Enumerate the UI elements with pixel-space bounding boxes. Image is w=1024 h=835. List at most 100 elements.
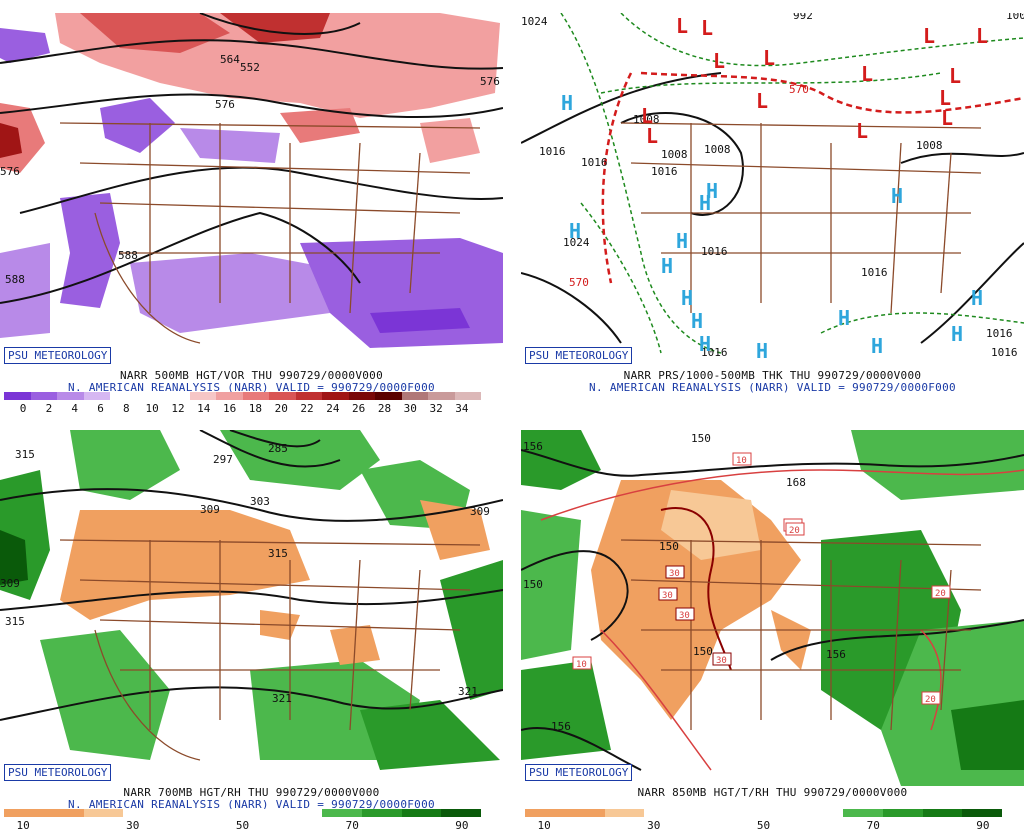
- caption-valid: N. AMERICAN REANALYSIS (NARR) VALID = 99…: [589, 381, 956, 394]
- colorbar-tick-label: 30: [403, 402, 417, 415]
- colorbar-swatch: [123, 809, 163, 817]
- isobar-label: 1016: [581, 156, 608, 169]
- contour-label: 321: [272, 692, 292, 705]
- colorbar-labels: 0 2 4 6 8 10 12 14 16 18 20 22 24 26 28 30 32 34: [4, 402, 481, 415]
- high-pressure-marker: H: [706, 179, 718, 203]
- colorbar-labels: 10 30 50 70 90: [4, 819, 481, 832]
- contour-label: 156: [551, 720, 571, 733]
- colorbar-swatch: [163, 809, 203, 817]
- colorbar-swatch: [401, 392, 428, 400]
- colorbar-rh: [4, 809, 481, 817]
- map-700mb-rh: 315 309 303 309 315 309 315 321 321 297 …: [0, 430, 503, 786]
- caption-valid: N. AMERICAN REANALYSIS (NARR) VALID = 99…: [68, 381, 435, 394]
- colorbar-swatch: [83, 392, 110, 400]
- colorbar-swatch: [163, 392, 190, 400]
- colorbar-tick-label: 10: [537, 819, 551, 832]
- isobar-label: 1016: [861, 266, 888, 279]
- contour-label: 588: [5, 273, 25, 286]
- temperature-label: 10: [576, 660, 587, 670]
- colorbar-tick-label: 14: [197, 402, 211, 415]
- contour-label: 576: [0, 165, 20, 178]
- high-pressure-marker: H: [661, 254, 673, 278]
- colorbar-swatch: [684, 809, 724, 817]
- colorbar-swatch: [322, 809, 362, 817]
- map-surface-pressure: 1024 992 1008 1016 1016 1024 1008 1008 1…: [521, 13, 1024, 369]
- low-pressure-marker: L: [861, 62, 873, 86]
- psu-branding: PSU METEOROLOGY: [525, 764, 633, 781]
- colorbar-swatch: [43, 809, 84, 817]
- contour-label: 564: [220, 53, 240, 66]
- colorbar-tick-label: 28: [377, 402, 392, 415]
- high-pressure-marker: H: [681, 286, 693, 310]
- high-pressure-marker: H: [891, 184, 903, 208]
- colorbar-tick-label: 24: [326, 402, 340, 415]
- colorbar-swatch: [4, 809, 44, 817]
- caption-product: NARR 500MB HGT/VOR THU 990729/0000V000: [119, 369, 384, 382]
- colorbar-swatch: [269, 392, 296, 400]
- psu-branding: PSU METEOROLOGY: [525, 347, 633, 364]
- colorbar-tick-label: 26: [352, 402, 366, 415]
- isobar-label: 1016: [986, 327, 1013, 340]
- colorbar-tick-label: 90: [455, 819, 469, 832]
- high-pressure-marker: H: [951, 322, 963, 346]
- colorbar-tick-label: 30: [126, 819, 140, 832]
- colorbar-swatch: [295, 392, 322, 400]
- temperature-label: 30: [669, 569, 680, 579]
- caption-product: NARR 850MB HGT/T/RH THU 990729/0000V000: [637, 786, 908, 799]
- isobar-label: 1008: [704, 143, 731, 156]
- map-850mb-rh: 156 150 150 150 156 156 168 150 10 20 30…: [521, 430, 1024, 786]
- high-pressure-marker: H: [871, 334, 883, 358]
- high-pressure-marker: H: [676, 229, 688, 253]
- colorbar-rh: [525, 809, 1002, 817]
- colorbar-tick-label: 90: [976, 819, 990, 832]
- high-pressure-marker: H: [699, 332, 711, 356]
- contour-label: 150: [693, 645, 713, 658]
- colorbar-tick-label: 70: [866, 819, 880, 832]
- colorbar-swatch: [428, 392, 455, 400]
- contour-label: 168: [786, 476, 806, 489]
- contour-label: 297: [213, 453, 233, 466]
- colorbar-tick-label: 18: [248, 402, 263, 415]
- contour-label: 156: [523, 440, 543, 453]
- colorbar-swatch: [189, 392, 216, 400]
- contour-label: 315: [5, 615, 25, 628]
- contour-label: 576: [215, 98, 235, 111]
- contour-label: 309: [200, 503, 220, 516]
- contour-label: 315: [15, 448, 35, 461]
- caption-product: NARR PRS/1000-500MB THK THU 990729/0000V…: [623, 369, 922, 382]
- colorbar-tick-label: 20: [274, 402, 288, 415]
- contour-label: 285: [268, 442, 288, 455]
- high-pressure-marker: H: [838, 306, 850, 330]
- colorbar-tick-label: 50: [756, 819, 771, 832]
- colorbar-swatch: [803, 809, 843, 817]
- isobar-label: 992: [793, 13, 813, 22]
- panel-500mb-vorticity: 552 564 576 576 588 576 588 PSU METEOROL…: [0, 13, 503, 418]
- low-pressure-marker: L: [713, 49, 725, 73]
- colorbar-tick-label: 4: [71, 402, 79, 415]
- isobar-label: 1016: [701, 245, 728, 258]
- colorbar-vorticity: [4, 392, 481, 400]
- colorbar-swatch: [375, 392, 402, 400]
- colorbar-labels: 10 30 50 70 90: [525, 819, 1002, 832]
- isobar-label: 1008: [661, 148, 688, 161]
- temperature-label: 20: [935, 589, 946, 599]
- colorbar-swatch: [4, 392, 31, 400]
- temperature-label: 30: [716, 656, 727, 666]
- contour-label: 150: [659, 540, 679, 553]
- colorbar-tick-label: 10: [145, 402, 159, 415]
- colorbar-swatch: [110, 392, 137, 400]
- panel-700mb-rh: 315 309 303 309 315 309 315 321 321 297 …: [0, 430, 503, 835]
- colorbar-tick-label: 16: [222, 402, 237, 415]
- colorbar-tick-label: 32: [429, 402, 443, 415]
- panel-850mb-rh: 156 150 150 150 156 156 168 150 10 20 30…: [521, 430, 1024, 835]
- colorbar-swatch: [882, 809, 923, 817]
- map-500mb-vorticity: 552 564 576 576 588 576 588: [0, 13, 503, 369]
- low-pressure-marker: L: [856, 119, 868, 143]
- high-pressure-marker: H: [971, 286, 983, 310]
- contour-label: 150: [691, 432, 711, 445]
- high-pressure-marker: H: [756, 339, 768, 363]
- colorbar-swatch: [723, 809, 764, 817]
- colorbar-swatch: [242, 809, 283, 817]
- colorbar-swatch: [564, 809, 605, 817]
- colorbar-tick-label: 22: [300, 402, 314, 415]
